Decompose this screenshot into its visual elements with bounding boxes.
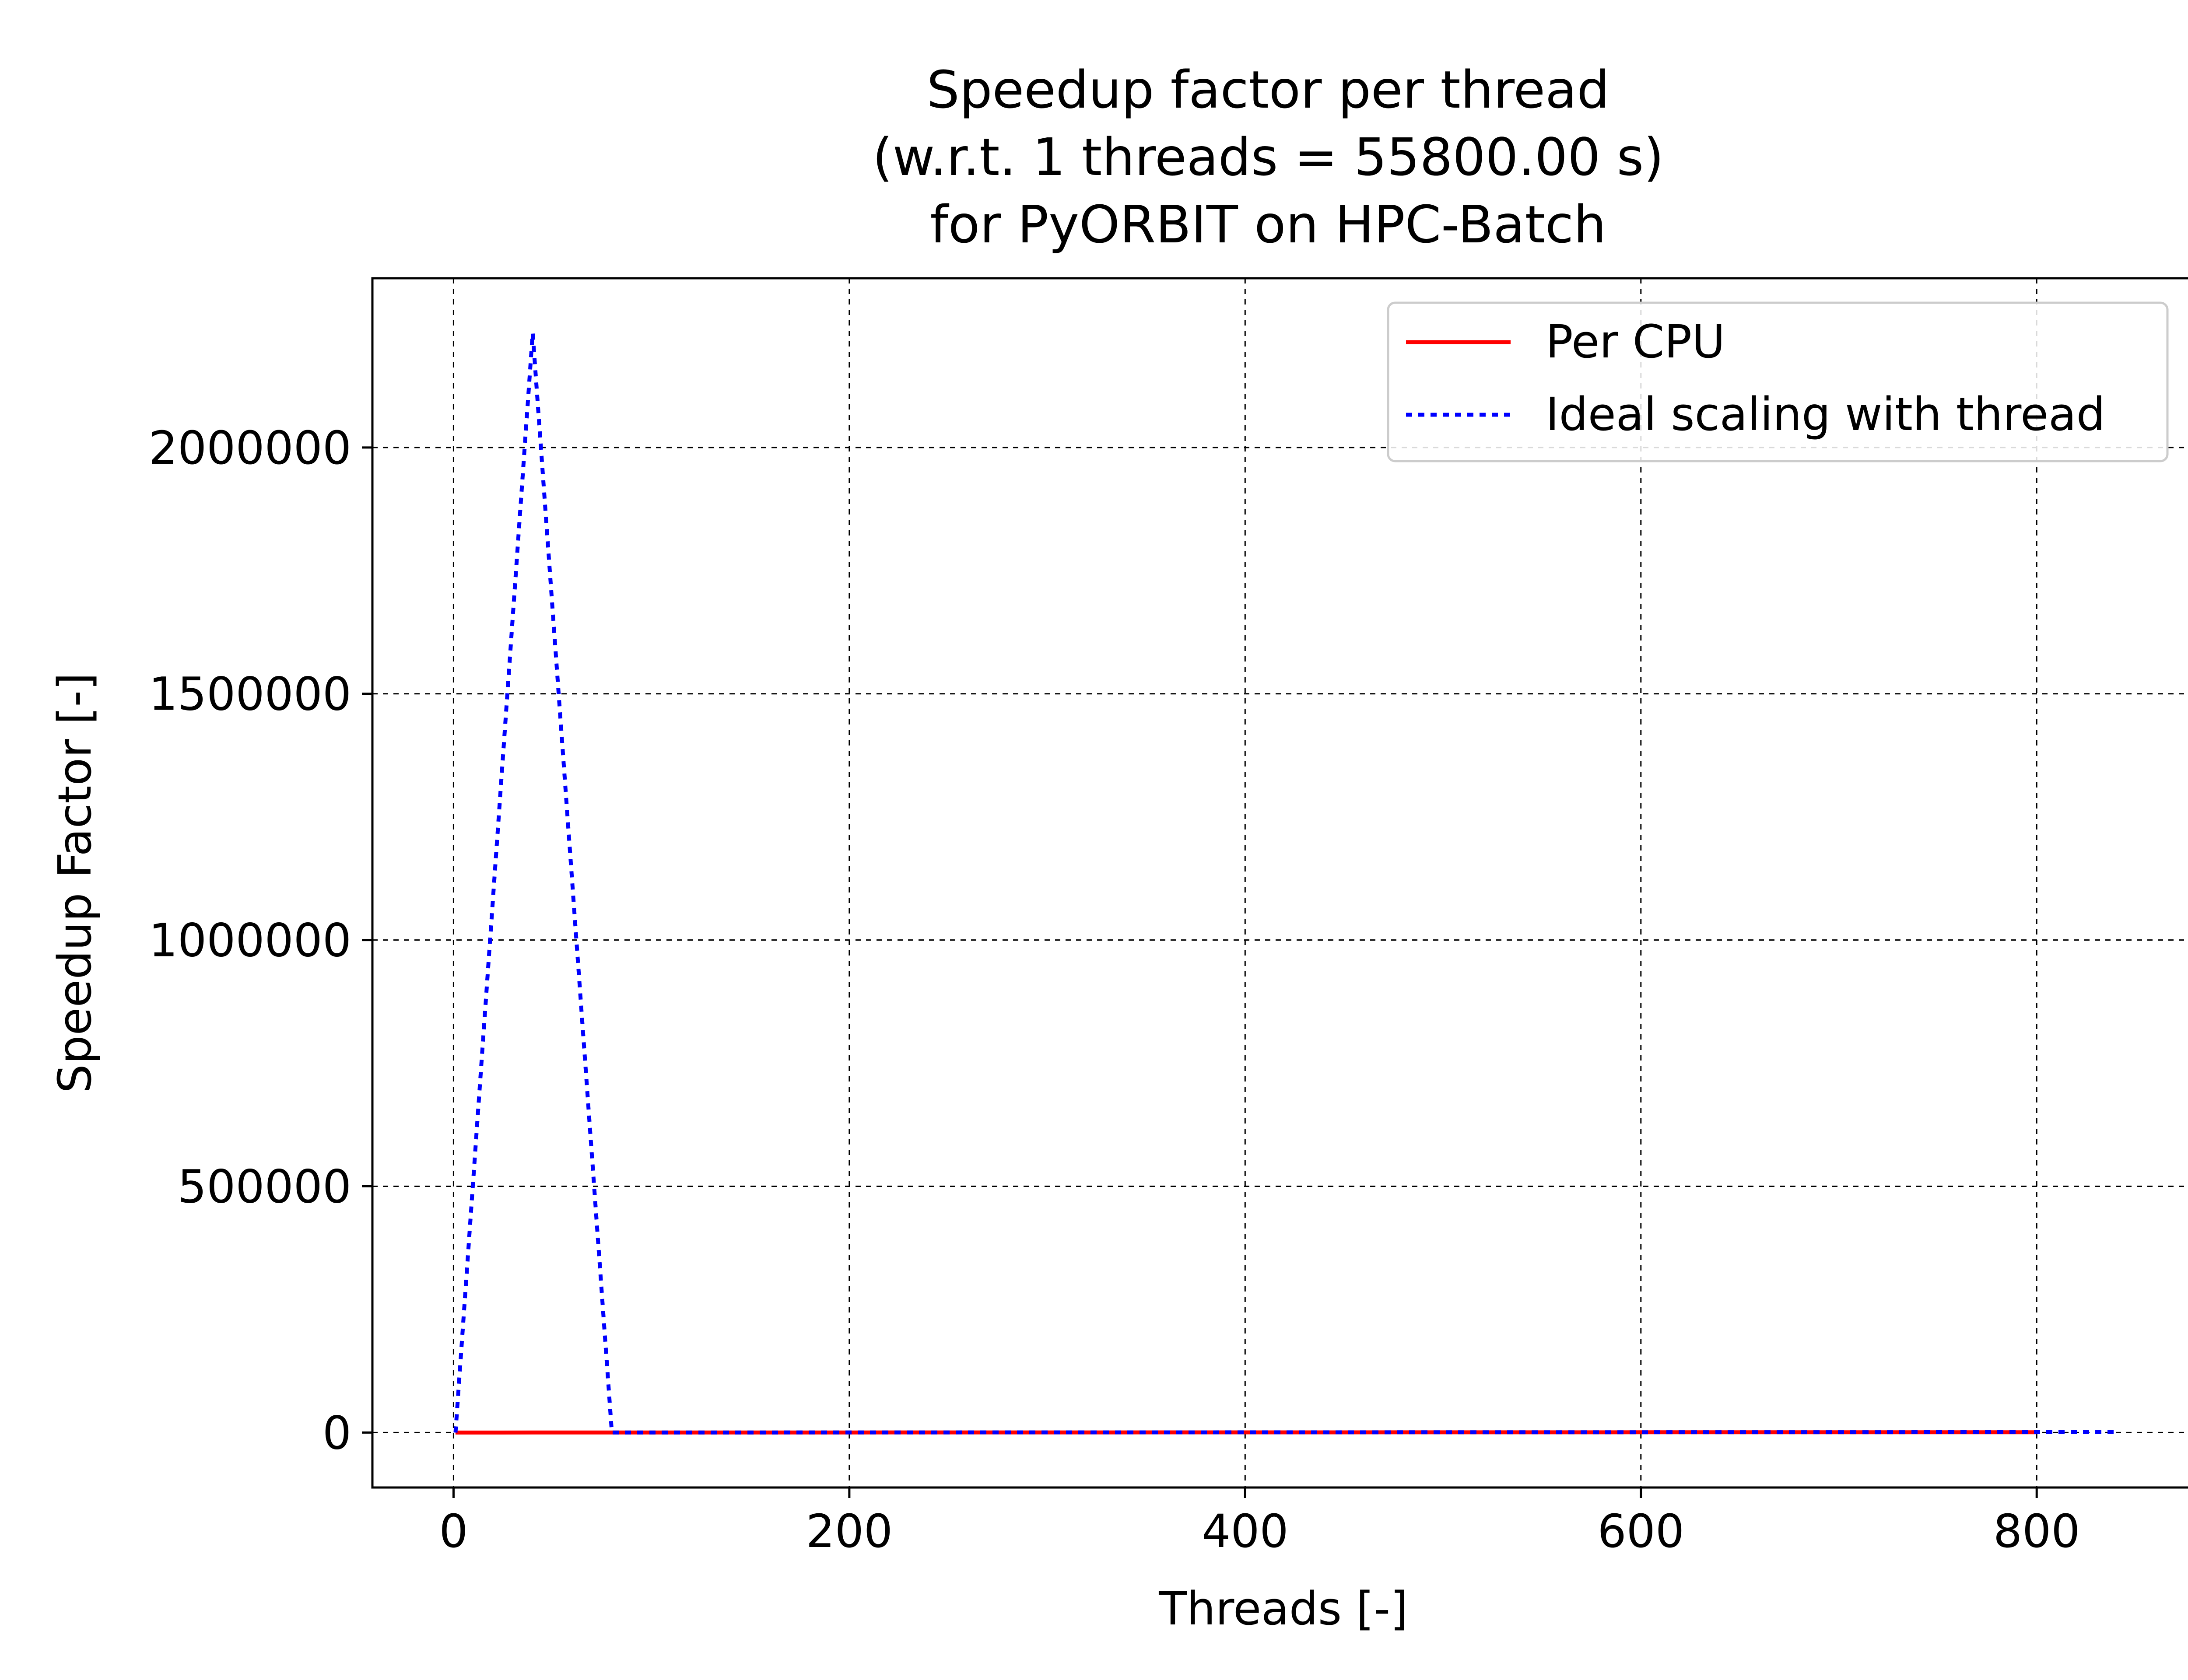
grid-lines (372, 278, 2188, 1488)
chart-title-line-3: for PyORBIT on HPC-Batch (930, 194, 1606, 255)
x-tick-label: 400 (1202, 1505, 1289, 1558)
legend: Per CPU Ideal scaling with thread (1387, 301, 2169, 462)
chart-title-line-1: Speedup factor per thread (927, 60, 1610, 120)
y-axis-label: Speedup Factor [-] (48, 672, 102, 1093)
legend-box (1387, 301, 2169, 462)
x-tick-label: 0 (439, 1505, 468, 1558)
legend-label-ideal-scaling: Ideal scaling with thread (1546, 388, 2105, 441)
y-tick-label: 500000 (178, 1160, 351, 1213)
y-tick-label: 1000000 (149, 914, 351, 967)
y-tick-label: 1500000 (149, 668, 351, 721)
x-tick-label: 800 (1993, 1505, 2080, 1558)
x-axis-label: Threads [-] (1158, 1582, 1408, 1635)
x-tick-label: 200 (806, 1505, 893, 1558)
y-tick-label: 2000000 (149, 421, 351, 475)
series-line-ideal-scaling (453, 331, 2116, 1435)
chart-title-line-2: (w.r.t. 1 threads = 55800.00 s) (873, 127, 1664, 187)
series-line-per-cpu (455, 1430, 2037, 1435)
y-tick-label: 0 (323, 1406, 351, 1460)
legend-label-per-cpu: Per CPU (1546, 315, 1725, 368)
axis-ticks: 0 200 400 600 800 0 500000 1000000 1500000 200000… (149, 421, 2080, 1558)
plot-series (453, 331, 2116, 1435)
plot-frame (371, 277, 2188, 1489)
x-tick-label: 600 (1598, 1505, 1685, 1558)
